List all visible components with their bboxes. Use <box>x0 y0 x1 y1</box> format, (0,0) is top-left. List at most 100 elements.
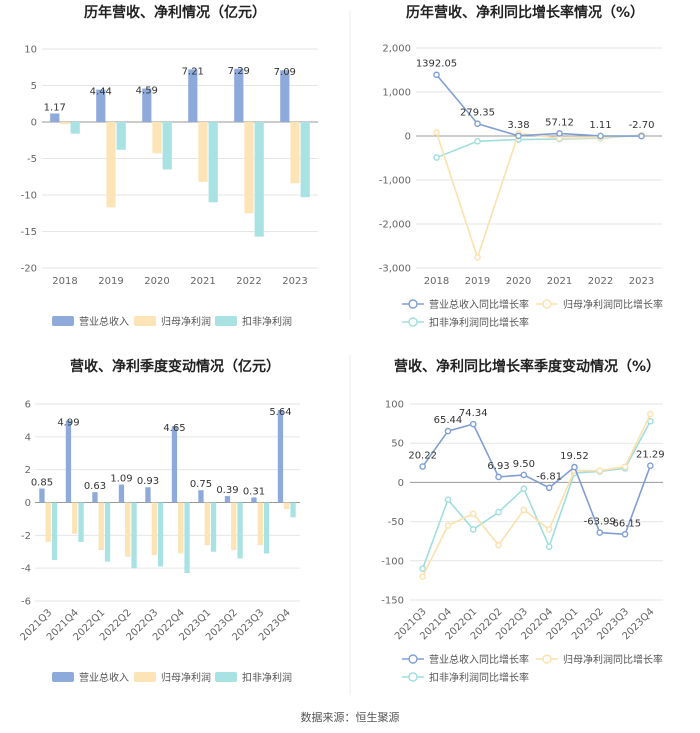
annual-growth-x-tick: 2019 <box>465 276 490 287</box>
quarter-growth-y-tick: -100 <box>381 556 404 567</box>
quarter-bars-data-label: 4.65 <box>163 423 185 434</box>
quarter-bars-legend-swatch <box>52 672 74 682</box>
quarter-growth-data-label: 6.93 <box>487 461 509 472</box>
quarter-growth-point-0 <box>419 463 426 470</box>
quarter-growth-data-label: 9.50 <box>513 459 535 470</box>
quarter-bars-bar-2 <box>157 502 164 567</box>
annual-bars-y-tick: 0 <box>31 118 37 129</box>
quarter-bars-y-tick: 6 <box>25 400 31 411</box>
quarter-growth-legend-label: 营业总收入同比增长率 <box>429 653 529 666</box>
quarter-growth-point-1 <box>495 541 502 549</box>
annual-growth-legend-marker <box>542 299 552 309</box>
quarter-growth-data-label: 19.52 <box>560 451 589 462</box>
quarter-bars-data-label: 4.99 <box>57 418 79 429</box>
annual-bars-x-tick: 2021 <box>190 276 215 287</box>
annual-growth-point-0 <box>597 132 604 140</box>
annual-bars-bar-2 <box>254 122 264 237</box>
annual-growth-point-0 <box>638 132 645 140</box>
quarter-bars-bar-2 <box>51 502 58 560</box>
annual-growth-x-tick: 2020 <box>506 276 531 287</box>
annual-bars-y-tick: -20 <box>21 264 37 275</box>
annual-bars-bar-2 <box>300 122 310 198</box>
annual-growth-point-1 <box>433 129 440 136</box>
quarter-bars-bar-2 <box>290 502 296 518</box>
annual-growth-legend-label: 扣非净利润同比增长率 <box>429 316 529 329</box>
quarter-bars-legend-swatch <box>215 672 237 682</box>
quarter-bars-data-label: 1.09 <box>110 474 132 485</box>
annual-growth-data-label: 1.11 <box>589 120 611 131</box>
annual-growth-data-label: 1392.05 <box>416 59 457 70</box>
annual-bars-legend-swatch <box>215 316 237 326</box>
quarter-growth-data-label: -63.99 <box>584 517 616 528</box>
quarter-growth-point-1 <box>520 506 528 514</box>
annual-bars-bar-0 <box>234 68 244 122</box>
quarter-bars-y-tick: 0 <box>25 498 31 509</box>
quarter-growth-legend-marker <box>408 654 418 664</box>
annual-bars-y-tick: -5 <box>27 154 37 165</box>
annual-bars-legend-swatch <box>52 316 74 326</box>
quarter-bars-bar-0 <box>224 496 231 503</box>
quarter-bars-bar-1 <box>72 502 78 534</box>
quarter-bars-bar-0 <box>171 426 178 503</box>
annual-bars-bar-1 <box>244 122 254 214</box>
annual-bars-title: 历年营收、净利情况（亿元） <box>84 4 266 21</box>
annual-bars-x-tick: 2019 <box>98 276 123 287</box>
quarter-growth-title: 营收、净利同比增长率季度变动情况（%） <box>394 358 660 375</box>
quarter-growth-data-label: -6.81 <box>536 472 562 483</box>
quarter-growth-point-0 <box>520 471 528 479</box>
annual-bars-x-tick: 2018 <box>52 276 77 287</box>
quarter-bars-data-label: 0.39 <box>216 485 238 496</box>
data-source: 数据来源：恒生聚源 <box>301 710 400 724</box>
quarter-bars-bar-1 <box>125 502 131 557</box>
quarter-bars-bar-1 <box>284 502 290 510</box>
quarter-bars-data-label: 5.64 <box>269 407 291 418</box>
quarter-bars-bar-2 <box>237 502 243 559</box>
annual-growth-point-0 <box>515 132 522 140</box>
annual-growth-x-tick: 2022 <box>588 276 613 287</box>
quarter-growth-data-label: 65.44 <box>434 415 463 426</box>
annual-growth-y-tick: 2,000 <box>382 44 411 55</box>
annual-bars-bar-2 <box>208 122 218 203</box>
quarter-growth-legend-label: 扣非净利润同比增长率 <box>429 671 529 684</box>
annual-bars-data-label: 7.21 <box>182 66 204 77</box>
quarter-bars-bar-2 <box>104 502 111 562</box>
quarter-bars-bar-0 <box>277 409 284 503</box>
annual-bars-bar-0 <box>280 70 290 122</box>
quarter-bars-data-label: 0.63 <box>84 481 106 492</box>
quarter-growth-data-label: 20.22 <box>408 451 437 462</box>
annual-growth-point-0 <box>556 130 563 137</box>
quarter-bars-bar-2 <box>131 502 137 569</box>
quarter-bars-bar-1 <box>231 502 237 551</box>
quarter-growth-y-tick: -150 <box>381 596 404 607</box>
quarter-bars-bar-0 <box>118 484 125 503</box>
quarter-growth-point-1 <box>419 573 426 580</box>
quarter-growth-y-tick: -50 <box>388 517 404 528</box>
annual-bars-bar-1 <box>152 122 162 154</box>
quarter-bars-y-tick: 4 <box>25 432 31 443</box>
quarter-growth-line-2 <box>421 420 652 569</box>
quarter-bars-bar-1 <box>151 502 157 556</box>
annual-growth-legend-marker <box>408 317 418 327</box>
quarter-growth-y-tick: 50 <box>391 439 404 450</box>
quarter-growth-point-0 <box>621 530 629 538</box>
quarter-growth-y-tick: 100 <box>385 400 404 411</box>
annual-bars-data-label: 7.09 <box>274 67 296 78</box>
quarter-growth-point-1 <box>596 467 604 474</box>
quarter-bars-bar-0 <box>65 420 72 503</box>
annual-bars-data-label: 4.59 <box>136 85 158 96</box>
quarter-bars-legend-label: 归母净利润 <box>161 671 211 684</box>
quarter-growth-point-1 <box>444 522 452 529</box>
annual-growth-data-label: 57.12 <box>545 117 574 128</box>
annual-bars-bar-2 <box>162 122 172 170</box>
quarter-bars-y-tick: -4 <box>21 564 31 575</box>
annual-growth-point-2 <box>433 154 440 161</box>
quarter-bars-bar-0 <box>92 492 98 503</box>
annual-bars-bar-0 <box>50 113 60 122</box>
annual-bars-legend-swatch <box>134 316 156 326</box>
quarter-growth-point-2 <box>419 565 426 572</box>
annual-bars-x-tick: 2023 <box>282 276 307 287</box>
quarter-bars-data-label: 0.31 <box>243 486 265 497</box>
quarter-bars-bar-0 <box>39 488 45 503</box>
annual-growth-point-0 <box>474 120 481 128</box>
annual-bars-bar-1 <box>60 122 70 125</box>
